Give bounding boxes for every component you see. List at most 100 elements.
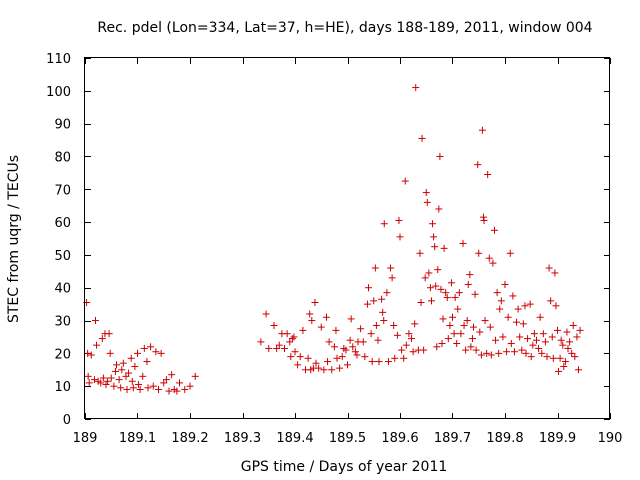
data-point	[519, 320, 527, 328]
data-point	[384, 358, 392, 366]
data-point	[575, 366, 582, 374]
data-point	[342, 346, 350, 354]
data-point	[481, 317, 489, 325]
x-tick-label: 189.9	[539, 431, 576, 446]
chart-title: Rec. pdel (Lon=334, Lat=37, h=HE), days …	[97, 20, 592, 36]
data-point	[442, 289, 450, 297]
data-point	[325, 338, 333, 346]
data-point	[191, 372, 199, 380]
data-point	[425, 269, 433, 277]
x-axis-label: GPS time / Days of year 2011	[241, 459, 448, 475]
data-point	[87, 351, 95, 359]
data-point	[422, 189, 430, 197]
data-point	[324, 358, 332, 366]
data-point	[155, 385, 162, 393]
data-point	[99, 374, 107, 382]
data-point	[176, 379, 183, 387]
x-axis-ticks: 189 189.1 189.2 189.3 189.4 189.5 189.6 189.7 18…	[73, 58, 622, 446]
y-tick-label: 40	[54, 282, 71, 297]
data-point	[85, 379, 93, 387]
data-point	[125, 369, 133, 377]
x-tick-label: 189	[73, 431, 98, 446]
data-point	[157, 349, 165, 357]
y-tick-label: 30	[54, 315, 71, 330]
data-point	[449, 313, 456, 321]
data-point	[521, 302, 529, 310]
data-point	[380, 317, 388, 325]
y-tick-label: 10	[54, 380, 71, 395]
data-point	[551, 269, 559, 277]
data-point	[402, 341, 410, 349]
data-point	[363, 300, 371, 308]
data-point	[186, 382, 194, 390]
data-point	[468, 335, 476, 343]
data-point	[257, 338, 265, 346]
data-point	[288, 335, 296, 343]
data-point	[368, 358, 376, 366]
data-point	[290, 333, 298, 341]
y-tick-label: 100	[46, 85, 71, 100]
data-point	[144, 384, 152, 392]
data-point	[323, 313, 330, 321]
data-point	[539, 330, 547, 338]
data-point	[554, 326, 561, 334]
data-point	[509, 292, 517, 300]
data-point	[344, 361, 351, 369]
data-point	[429, 220, 437, 228]
data-point	[485, 254, 493, 262]
data-point	[102, 381, 110, 389]
data-point	[486, 323, 494, 331]
data-point	[563, 328, 571, 336]
data-point	[464, 280, 472, 288]
data-point	[332, 326, 340, 334]
data-point	[559, 341, 567, 349]
x-tick-label: 189.3	[224, 431, 261, 446]
data-point	[405, 330, 413, 338]
data-point	[391, 354, 399, 362]
data-point	[168, 371, 176, 379]
data-point	[374, 336, 382, 344]
x-tick-label: 189.6	[381, 431, 418, 446]
x-tick-label: 189.4	[276, 431, 313, 446]
data-point	[135, 381, 143, 389]
data-point	[387, 264, 395, 272]
y-tick-label: 90	[54, 118, 71, 133]
data-point	[408, 335, 416, 343]
data-point	[291, 348, 299, 356]
data-point	[426, 284, 434, 292]
data-point	[463, 317, 471, 325]
data-point	[513, 318, 521, 326]
data-points	[83, 84, 584, 395]
data-point	[134, 349, 141, 357]
data-point	[411, 320, 419, 328]
x-tick-label: 189.8	[486, 431, 523, 446]
data-point	[493, 289, 501, 297]
data-point	[428, 297, 435, 305]
data-point	[467, 343, 475, 351]
data-point	[497, 297, 505, 305]
data-point	[106, 349, 114, 357]
data-point	[315, 364, 323, 372]
data-point	[330, 343, 338, 351]
data-point	[576, 326, 584, 334]
data-point	[423, 198, 431, 206]
data-point	[437, 285, 445, 293]
data-point	[504, 313, 512, 321]
data-point	[398, 346, 406, 354]
data-point	[547, 297, 555, 305]
data-point	[299, 326, 307, 334]
data-point	[294, 361, 302, 369]
y-tick-label: 70	[54, 183, 71, 198]
data-point	[535, 344, 543, 352]
data-point	[478, 126, 486, 134]
data-point	[84, 372, 92, 380]
data-point	[93, 341, 101, 349]
data-point	[90, 376, 98, 384]
data-point	[281, 344, 288, 352]
data-point	[388, 274, 396, 282]
data-point	[128, 377, 136, 385]
data-point	[506, 249, 514, 257]
data-point	[522, 349, 530, 357]
data-point	[436, 152, 444, 160]
y-axis-label: STEC from uqrg / TECUs	[6, 155, 22, 323]
